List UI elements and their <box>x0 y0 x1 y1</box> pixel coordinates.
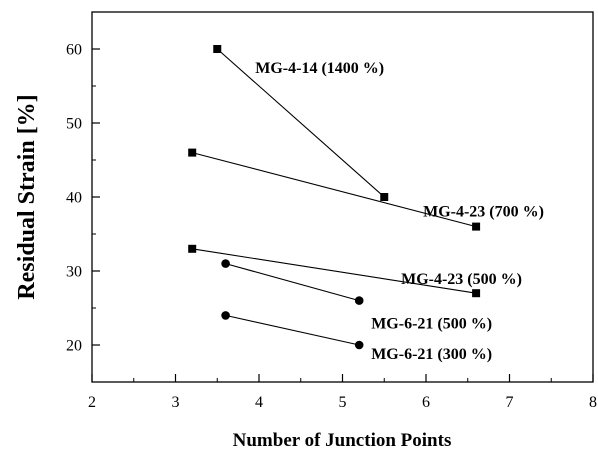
y-tick-label: 40 <box>66 190 82 207</box>
x-tick-label: 3 <box>172 394 180 411</box>
y-tick-label: 20 <box>66 338 82 355</box>
series-line <box>225 263 360 302</box>
series-label: MG-6-21 (500 %) <box>371 316 492 333</box>
y-tick-label: 60 <box>66 42 82 59</box>
data-point-circle <box>354 340 364 350</box>
series-markers-group <box>188 45 481 350</box>
series-label: MG-4-23 (500 %) <box>401 271 522 288</box>
series-lines-group <box>192 48 477 346</box>
data-point-square <box>213 45 222 53</box>
data-point-square <box>472 289 481 298</box>
y-tick-label: 30 <box>66 264 82 281</box>
data-point-square <box>380 193 389 201</box>
x-tick-label: 2 <box>88 394 96 411</box>
tick-labels-group: 2 3 4 5 6 7 8 20 30 40 50 60 <box>66 42 597 412</box>
series-label: MG-6-21 (300 %) <box>371 346 492 363</box>
series-line <box>192 152 477 228</box>
data-point-square <box>472 222 481 231</box>
data-point-square <box>188 148 197 157</box>
x-tick-label: 8 <box>589 394 597 411</box>
series-line <box>192 248 477 294</box>
data-point-circle <box>354 296 364 305</box>
x-tick-label: 4 <box>255 394 263 411</box>
x-tick-label: 6 <box>422 394 430 411</box>
x-tick-label: 5 <box>339 394 347 411</box>
y-axis-title: Residual Strain [%] <box>14 94 40 299</box>
series-line <box>225 314 360 346</box>
ticks-group <box>91 11 594 383</box>
y-tick-label: 50 <box>66 116 82 133</box>
data-point-circle <box>221 259 230 268</box>
data-point-circle <box>221 311 230 320</box>
x-tick-label: 7 <box>506 394 514 411</box>
series-labels-group: MG-4-14 (1400 %) MG-4-23 (700 %) MG-4-23 (… <box>255 60 544 363</box>
x-axis-title: Number of Junction Points <box>233 430 452 449</box>
series-label: MG-4-14 (1400 %) <box>255 60 384 77</box>
series-line <box>216 48 385 198</box>
data-point-square <box>188 244 197 253</box>
series-label: MG-4-23 (700 %) <box>423 204 544 221</box>
